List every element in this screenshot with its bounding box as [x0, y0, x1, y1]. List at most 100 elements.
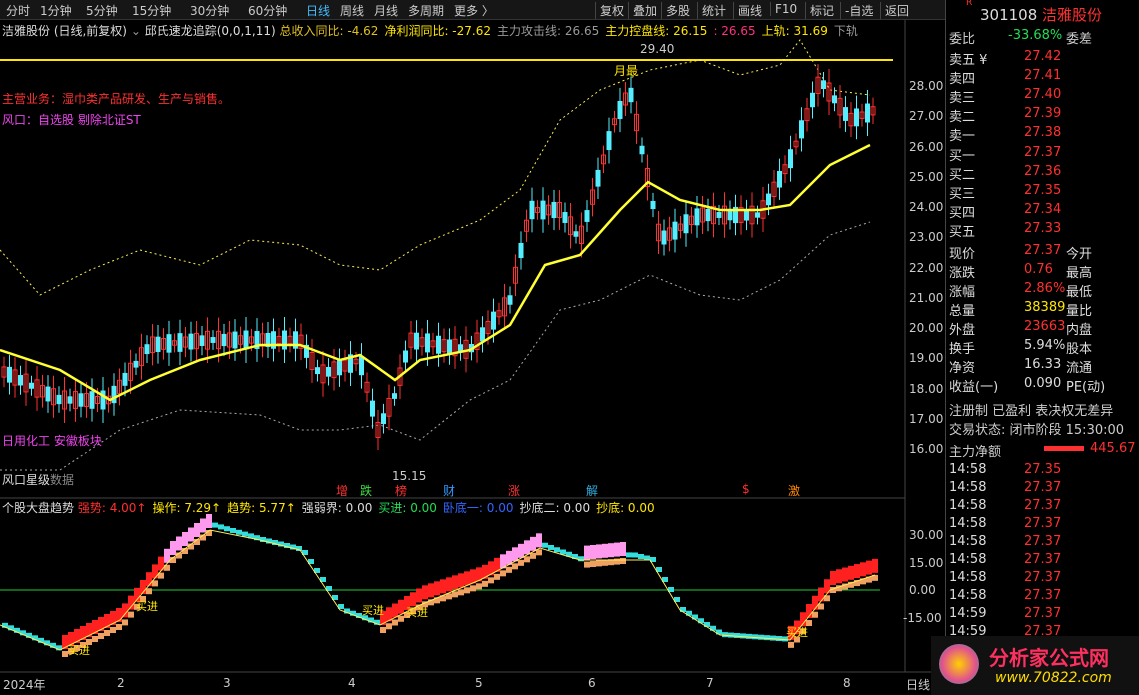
candle-body: [155, 336, 161, 352]
tool-button[interactable]: 复权: [595, 2, 624, 19]
osc-block: [656, 567, 662, 572]
tool-button[interactable]: 标记: [805, 2, 834, 19]
period-tab[interactable]: 分时: [6, 4, 31, 18]
osc-block: [380, 611, 386, 625]
candle-body: [612, 118, 617, 126]
trade-time: 14:58: [949, 462, 987, 477]
tool-button[interactable]: -自选: [840, 2, 873, 19]
period-tab[interactable]: 60分钟: [248, 4, 288, 18]
price-tick: 21.00: [909, 290, 944, 305]
osc-block: [152, 564, 158, 579]
candle-body: [540, 200, 546, 220]
osc-shadow: [164, 564, 170, 571]
period-tab[interactable]: 更多 〉: [454, 4, 494, 18]
osc-block: [182, 532, 188, 546]
label: 卖四: [949, 72, 976, 87]
osc-block: [632, 552, 638, 558]
candle-body: [601, 154, 606, 165]
candle-body: [161, 337, 166, 350]
period-tab[interactable]: 周线: [340, 4, 365, 18]
osc-shadow: [464, 587, 470, 594]
osc-shadow: [182, 548, 188, 554]
event-marker[interactable]: 榜: [395, 484, 408, 498]
event-marker[interactable]: 涨: [508, 484, 521, 498]
candle-body: [342, 359, 348, 372]
osc-block: [590, 545, 596, 559]
osc-shadow: [434, 597, 440, 604]
candle-body: [243, 330, 249, 350]
value: 最低: [1066, 285, 1093, 300]
period-tab[interactable]: 月线: [374, 4, 399, 18]
candle-body: [315, 367, 320, 375]
tool-button[interactable]: F10: [770, 2, 797, 16]
candle-body: [557, 202, 562, 218]
trade-time: 14:58: [949, 516, 987, 531]
osc-block: [296, 546, 302, 551]
osc-block: [332, 595, 338, 600]
period-tab[interactable]: 日线: [306, 4, 331, 18]
tool-button[interactable]: 多股: [661, 2, 690, 19]
osc-shadow: [530, 552, 536, 559]
event-marker[interactable]: 解: [586, 484, 599, 498]
candle-body: [854, 108, 859, 127]
event-marker[interactable]: 跌: [360, 484, 373, 498]
osc-shadow: [614, 558, 620, 565]
period-tab[interactable]: 15分钟: [132, 4, 172, 18]
osc-block: [530, 536, 536, 551]
osc-block: [134, 587, 140, 602]
label: 委差: [1066, 32, 1093, 47]
candle-body: [166, 334, 172, 353]
osc-block: [752, 634, 758, 640]
candle-body: [711, 205, 716, 225]
period-tab[interactable]: 30分钟: [190, 4, 230, 18]
header-item: 总收入同比: -4.62: [279, 24, 379, 38]
event-marker[interactable]: 增: [336, 484, 349, 498]
osc-block: [92, 620, 98, 634]
event-marker[interactable]: 激: [788, 484, 801, 498]
osc-shadow: [854, 580, 860, 587]
osc-block: [308, 559, 314, 564]
tool-button[interactable]: 返回: [880, 2, 909, 19]
event-marker[interactable]: 财: [443, 484, 456, 498]
tool-button[interactable]: 统计: [697, 2, 726, 19]
osc-block: [494, 557, 500, 572]
candle-body: [249, 336, 254, 344]
label: 外盘: [949, 323, 976, 338]
candle-body: [496, 310, 502, 318]
event-marker[interactable]: $: [742, 482, 750, 496]
candle-body: [815, 76, 821, 94]
osc-block: [116, 608, 122, 622]
buy-label: 买进: [406, 606, 428, 619]
candle-body: [749, 205, 755, 225]
candle-body: [56, 394, 62, 405]
label: 净资: [949, 361, 976, 376]
value: PE(动): [1066, 380, 1106, 395]
osc-block: [782, 636, 788, 642]
osc-block: [140, 580, 146, 594]
osc-block: [374, 619, 380, 625]
candle-body: [810, 92, 815, 108]
value: 23663: [1024, 319, 1066, 334]
candle-body: [700, 207, 705, 223]
candle-body: [590, 189, 595, 205]
price-tick: 18.00: [909, 381, 944, 396]
tool-button[interactable]: 叠加: [628, 2, 657, 19]
period-tab[interactable]: 1分钟: [40, 4, 72, 18]
osc-block: [224, 526, 230, 532]
dropdown[interactable]: ⌄: [130, 24, 141, 38]
price-tick: 23.00: [909, 230, 944, 245]
tool-button[interactable]: 画线: [733, 2, 762, 19]
candle-body: [518, 242, 524, 259]
osc-block: [170, 541, 176, 555]
period-tab[interactable]: 5分钟: [86, 4, 118, 18]
period-tab[interactable]: 多周期: [408, 4, 445, 18]
candle-body: [392, 393, 397, 399]
osc-shadow: [524, 556, 530, 563]
label: 买四: [949, 206, 976, 221]
osc-block: [518, 543, 524, 558]
trade-time: 14:58: [949, 552, 987, 567]
register: 注册制 已盈利 表决权无差异: [949, 404, 1114, 419]
candle-body: [474, 332, 480, 350]
candle-body: [95, 396, 100, 404]
chart-area: [0, 20, 945, 673]
